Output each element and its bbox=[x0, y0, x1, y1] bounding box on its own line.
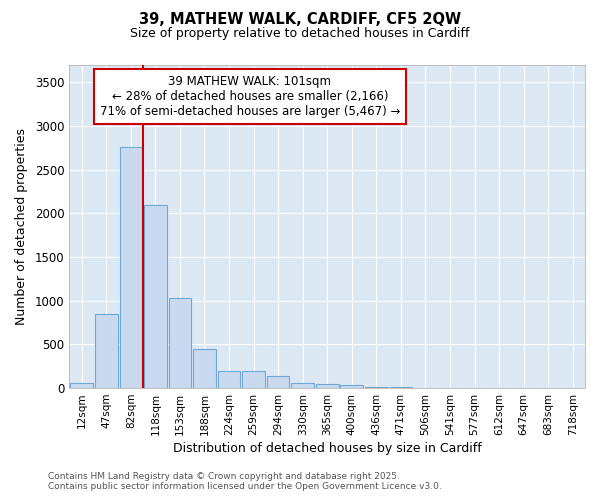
Bar bbox=[193, 349, 216, 388]
Bar bbox=[316, 384, 338, 388]
Bar bbox=[242, 371, 265, 388]
Text: 39, MATHEW WALK, CARDIFF, CF5 2QW: 39, MATHEW WALK, CARDIFF, CF5 2QW bbox=[139, 12, 461, 28]
Bar bbox=[144, 204, 167, 388]
Bar bbox=[218, 370, 241, 388]
Text: Contains HM Land Registry data © Crown copyright and database right 2025.
Contai: Contains HM Land Registry data © Crown c… bbox=[48, 472, 442, 491]
Bar bbox=[267, 376, 289, 388]
Bar bbox=[340, 385, 363, 388]
Bar bbox=[70, 383, 93, 388]
Bar bbox=[119, 147, 142, 388]
Y-axis label: Number of detached properties: Number of detached properties bbox=[15, 128, 28, 325]
Bar bbox=[95, 314, 118, 388]
Bar bbox=[169, 298, 191, 388]
Bar bbox=[389, 387, 412, 388]
Bar bbox=[292, 383, 314, 388]
Bar bbox=[365, 387, 388, 388]
Text: Size of property relative to detached houses in Cardiff: Size of property relative to detached ho… bbox=[130, 28, 470, 40]
X-axis label: Distribution of detached houses by size in Cardiff: Distribution of detached houses by size … bbox=[173, 442, 482, 455]
Text: 39 MATHEW WALK: 101sqm
← 28% of detached houses are smaller (2,166)
71% of semi-: 39 MATHEW WALK: 101sqm ← 28% of detached… bbox=[100, 74, 400, 118]
